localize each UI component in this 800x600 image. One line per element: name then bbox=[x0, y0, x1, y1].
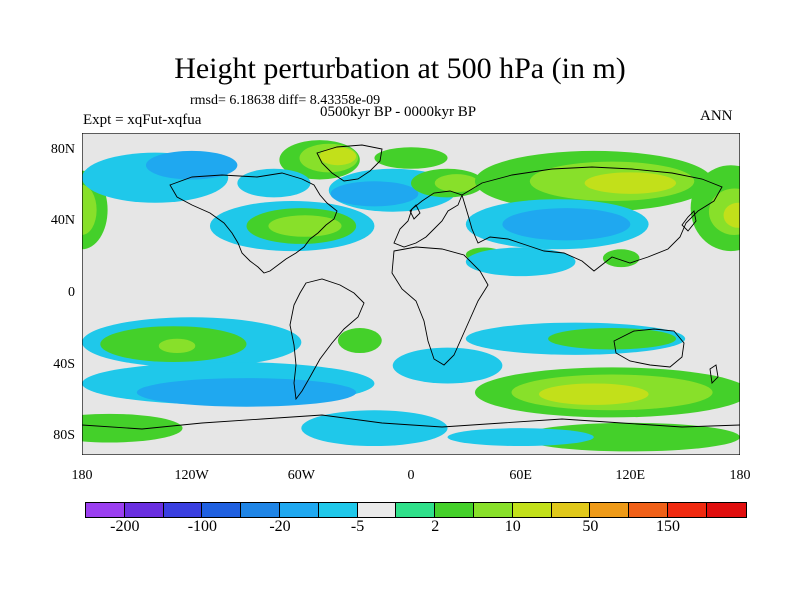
colorbar-box bbox=[279, 503, 319, 517]
contour-region-3 bbox=[145, 150, 238, 180]
lon-tick-label: 0 bbox=[407, 468, 415, 483]
contour-region-26 bbox=[602, 249, 640, 268]
coastline-uk bbox=[409, 204, 421, 220]
colorbar-box bbox=[706, 503, 746, 517]
contour-region-18 bbox=[584, 172, 677, 194]
lat-tick-label: 80S bbox=[53, 428, 75, 444]
colorbar-box bbox=[86, 503, 125, 517]
coastline-new-zealand bbox=[709, 364, 719, 384]
colorbar-box bbox=[667, 503, 707, 517]
colorbar-box bbox=[551, 503, 591, 517]
contour-region-41 bbox=[520, 422, 740, 452]
contour-region-6 bbox=[319, 147, 357, 166]
coastline-europe bbox=[393, 190, 463, 248]
coastline-antarctica bbox=[82, 414, 740, 430]
lon-tick-label: 120E bbox=[615, 468, 646, 483]
contour-region-25 bbox=[465, 247, 576, 277]
stats-subtitle: rmsd= 6.18638 diff= 8.43358e-09 bbox=[190, 93, 381, 108]
contour-region-10 bbox=[374, 147, 448, 169]
colorbar-box bbox=[590, 503, 630, 517]
colorbar-box bbox=[512, 503, 552, 517]
contour-region-9 bbox=[330, 181, 419, 207]
experiment-label: Expt = xqFut-xqfua bbox=[83, 112, 202, 128]
colorbar-box bbox=[396, 503, 436, 517]
colorbar-box bbox=[241, 503, 280, 517]
coastline-africa bbox=[391, 246, 489, 366]
contour-region-30 bbox=[337, 327, 382, 354]
lon-tick-label: 60W bbox=[287, 468, 315, 483]
contour-region-1 bbox=[82, 184, 97, 235]
contour-map bbox=[81, 132, 741, 456]
contour-region-32 bbox=[548, 327, 677, 350]
colorbar-label: 10 bbox=[504, 518, 521, 535]
coastline-greenland bbox=[316, 144, 383, 182]
lat-tick-label: 40S bbox=[53, 356, 75, 372]
colorbar-box bbox=[318, 503, 358, 517]
colorbar-box bbox=[124, 503, 164, 517]
colorbar-label: 2 bbox=[431, 518, 440, 535]
coastline-australia bbox=[613, 328, 685, 368]
colorbar-box bbox=[629, 503, 668, 517]
period-subtitle: 0500kyr BP - 0000kyr BP bbox=[320, 104, 477, 120]
lat-tick-label: 80N bbox=[50, 141, 75, 157]
contour-region-33 bbox=[392, 347, 503, 384]
colorbar-label: 50 bbox=[582, 518, 599, 535]
coastline-south-america bbox=[289, 278, 365, 401]
contour-fill-layer bbox=[82, 140, 740, 452]
contour-region-15 bbox=[268, 215, 342, 237]
lat-tick-label: 40N bbox=[50, 213, 75, 229]
colorbar-label: -200 bbox=[110, 518, 140, 535]
colorbar-box bbox=[473, 503, 513, 517]
coastline-japan bbox=[681, 210, 697, 232]
coastline-layer bbox=[82, 144, 740, 430]
contour-region-12 bbox=[434, 174, 479, 193]
colorbar-box bbox=[357, 503, 397, 517]
colorbar-label: -20 bbox=[269, 518, 291, 535]
contour-region-23 bbox=[723, 202, 740, 228]
lon-tick-label: 60E bbox=[509, 468, 532, 483]
colorbar-box bbox=[435, 503, 474, 517]
colorbar-box bbox=[202, 503, 242, 517]
colorbar-box bbox=[163, 503, 203, 517]
contour-region-35 bbox=[136, 378, 357, 407]
contour-region-20 bbox=[502, 208, 631, 241]
colorbar-label: -100 bbox=[187, 518, 218, 535]
map-panel bbox=[81, 132, 741, 456]
season-label: ANN bbox=[700, 108, 733, 124]
colorbar-label: -5 bbox=[350, 518, 365, 535]
coastline-asia bbox=[461, 166, 723, 272]
lon-tick-label: 180 bbox=[71, 468, 93, 483]
contour-region-29 bbox=[158, 338, 196, 354]
colorbar-label: 150 bbox=[656, 518, 680, 535]
lon-tick-label: 180 bbox=[729, 468, 751, 483]
colorbar bbox=[85, 502, 747, 518]
lon-tick-label: 120W bbox=[174, 468, 209, 483]
plot-title: Height perturbation at 500 hPa (in m) bbox=[174, 52, 626, 85]
contour-region-40 bbox=[301, 410, 448, 447]
coastline-north-america bbox=[169, 172, 338, 274]
contour-region-38 bbox=[538, 383, 649, 405]
contour-region-7 bbox=[237, 168, 311, 198]
contour-region-42 bbox=[447, 428, 594, 447]
lat-tick-label: 0 bbox=[68, 285, 75, 300]
